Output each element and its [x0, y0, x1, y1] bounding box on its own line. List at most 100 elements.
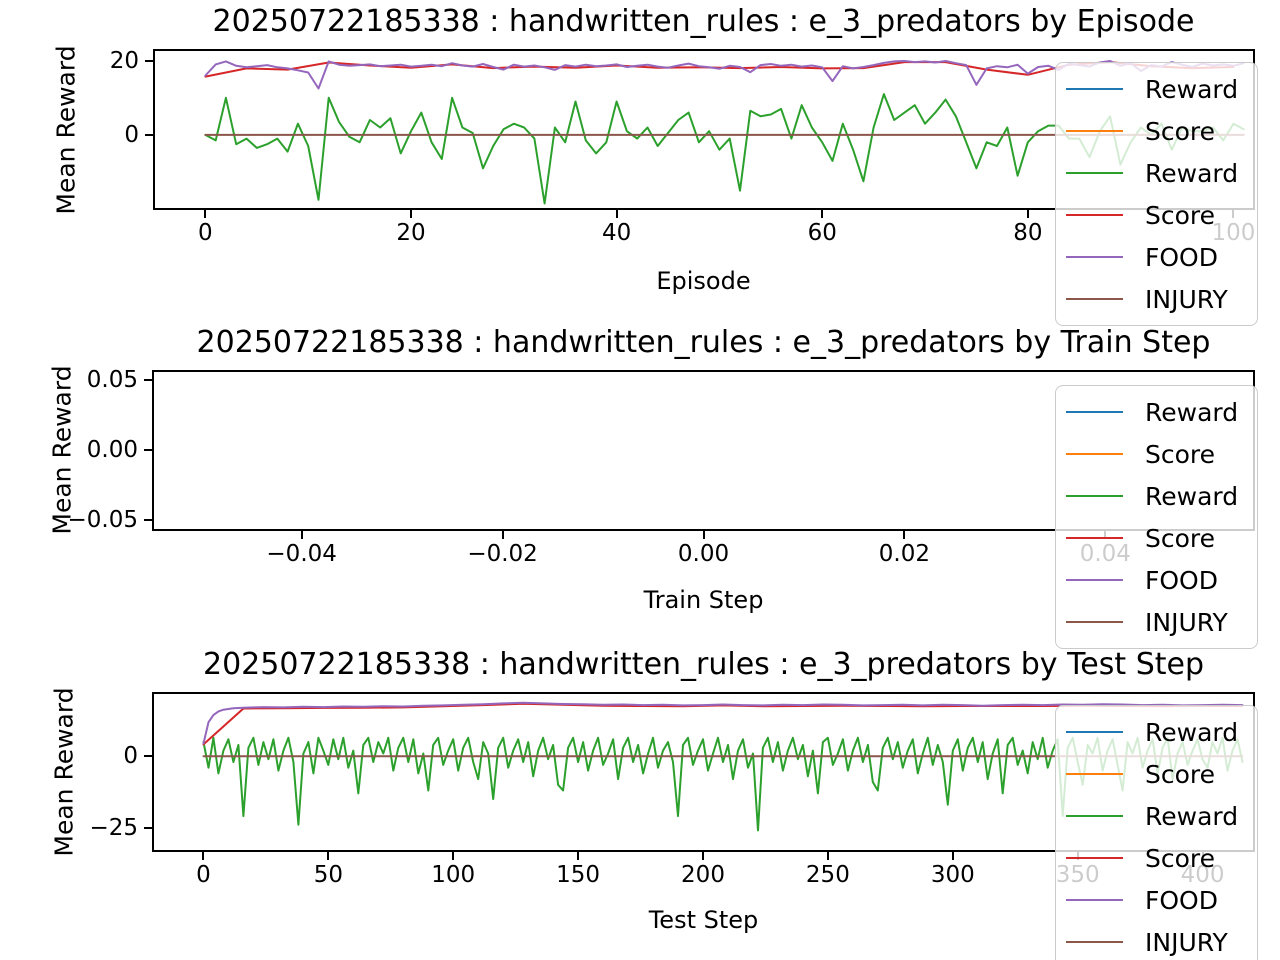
legend-item-label: Reward	[1145, 74, 1239, 104]
legend-item: INJURY	[1066, 601, 1257, 643]
plot-title-episode: 20250722185338 : handwritten_rules : e_3…	[212, 4, 1195, 39]
legend-line-swatch	[1066, 214, 1123, 216]
legend-line-swatch	[1066, 411, 1123, 413]
y-tick-label: −0.05	[67, 507, 138, 534]
x-tick-mark	[501, 531, 504, 539]
y-tick-mark	[144, 755, 152, 758]
legend-line-swatch	[1066, 495, 1123, 497]
legend-item-label: Reward	[1145, 397, 1239, 427]
x-tick-mark	[452, 852, 455, 860]
x-tick-mark	[903, 531, 906, 539]
x-tick-label: 0.02	[878, 541, 931, 567]
x-tick-label: 20	[396, 220, 426, 246]
legend-line-swatch	[1066, 172, 1123, 174]
y-axis-label-episode: Mean Reward	[51, 45, 81, 215]
legend-item: Reward	[1066, 795, 1257, 837]
x-tick-mark	[702, 852, 704, 860]
y-tick-mark	[144, 378, 152, 381]
legend-item-label: Reward	[1145, 717, 1239, 747]
legend-item-label: FOOD	[1145, 565, 1218, 595]
y-tick-label: 20	[109, 47, 139, 74]
legend-item: Reward	[1066, 152, 1257, 194]
legend-test-step: Reward Score Reward Score FOOD INJURY	[1055, 705, 1258, 960]
x-tick-label: 0.00	[677, 541, 730, 567]
y-tick-label: −25	[89, 814, 138, 841]
x-axis-label-train-step: Train Step	[643, 586, 764, 614]
plot-title-train-step: 20250722185338 : handwritten_rules : e_3…	[196, 325, 1211, 360]
legend-item: FOOD	[1066, 236, 1257, 278]
legend-line-swatch	[1066, 256, 1123, 258]
legend-item-label: Score	[1145, 439, 1216, 469]
legend-item: INJURY	[1066, 278, 1257, 320]
x-tick-mark	[300, 531, 303, 539]
legend-line-swatch	[1066, 537, 1123, 539]
x-tick-mark	[1026, 210, 1029, 218]
y-tick-label: 0.05	[86, 366, 138, 393]
x-tick-mark	[702, 531, 705, 539]
legend-item-label: INJURY	[1145, 927, 1228, 957]
x-tick-label: 250	[805, 862, 850, 888]
series-line-food	[202, 701, 1244, 745]
legend-episode: Reward Score Reward Score FOOD INJURY	[1055, 62, 1258, 326]
x-tick-mark	[327, 852, 330, 860]
x-tick-label: 80	[1013, 220, 1043, 246]
legend-item-label: Score	[1145, 523, 1216, 553]
legend-item: Reward	[1066, 711, 1257, 753]
legend-line-swatch	[1066, 130, 1123, 132]
x-tick-mark	[951, 852, 954, 860]
legend-item-label: Reward	[1145, 801, 1239, 831]
x-tick-label: 300	[930, 862, 975, 888]
y-tick-mark	[145, 133, 153, 136]
x-tick-label: 0	[196, 862, 211, 888]
legend-item: FOOD	[1066, 879, 1257, 921]
legend-item-label: INJURY	[1145, 607, 1228, 637]
x-tick-mark	[409, 210, 412, 218]
plot-title-test-step: 20250722185338 : handwritten_rules : e_3…	[202, 647, 1204, 682]
legend-item: Reward	[1066, 68, 1257, 110]
legend-item-label: Reward	[1145, 158, 1239, 188]
x-tick-label: −0.04	[266, 541, 337, 567]
legend-line-swatch	[1066, 298, 1123, 300]
legend-item-label: FOOD	[1145, 242, 1218, 272]
legend-item-label: FOOD	[1145, 885, 1218, 915]
legend-train-step: Reward Score Reward Score FOOD INJURY	[1055, 385, 1258, 649]
y-tick-mark	[144, 826, 152, 829]
x-axis-label-test-step: Test Step	[648, 906, 759, 934]
x-tick-mark	[821, 210, 824, 218]
legend-item: Reward	[1066, 391, 1257, 433]
x-tick-mark	[615, 210, 618, 218]
y-tick-mark	[145, 59, 153, 62]
x-tick-mark	[826, 852, 829, 860]
legend-item-label: Reward	[1145, 481, 1239, 511]
legend-line-swatch	[1066, 621, 1123, 623]
y-tick-mark	[144, 449, 152, 451]
legend-item: FOOD	[1066, 559, 1257, 601]
legend-item: Score	[1066, 433, 1257, 475]
y-tick-mark	[144, 519, 152, 522]
legend-item: INJURY	[1066, 921, 1257, 960]
legend-item-label: Score	[1145, 759, 1216, 789]
y-tick-label: 0	[124, 121, 139, 148]
legend-line-swatch	[1066, 88, 1123, 90]
x-tick-label: 100	[431, 862, 476, 888]
x-tick-label: 150	[556, 862, 601, 888]
x-tick-label: 0	[198, 220, 213, 246]
legend-line-swatch	[1066, 857, 1123, 859]
legend-line-swatch	[1066, 579, 1123, 581]
legend-line-swatch	[1066, 815, 1123, 817]
legend-item-label: Score	[1145, 116, 1216, 146]
legend-item: Score	[1066, 837, 1257, 879]
legend-item: Score	[1066, 194, 1257, 236]
y-tick-label: 0.00	[86, 437, 138, 463]
y-axis-label-test-step: Mean Reward	[49, 687, 79, 857]
x-tick-mark	[577, 852, 580, 860]
legend-line-swatch	[1066, 773, 1123, 775]
legend-item-label: INJURY	[1145, 284, 1228, 314]
legend-line-swatch	[1066, 899, 1123, 901]
x-tick-label: 50	[313, 862, 343, 888]
legend-line-swatch	[1066, 731, 1123, 733]
x-tick-label: 40	[601, 220, 632, 246]
legend-item-label: Score	[1145, 200, 1216, 230]
x-tick-label: 60	[807, 220, 837, 246]
